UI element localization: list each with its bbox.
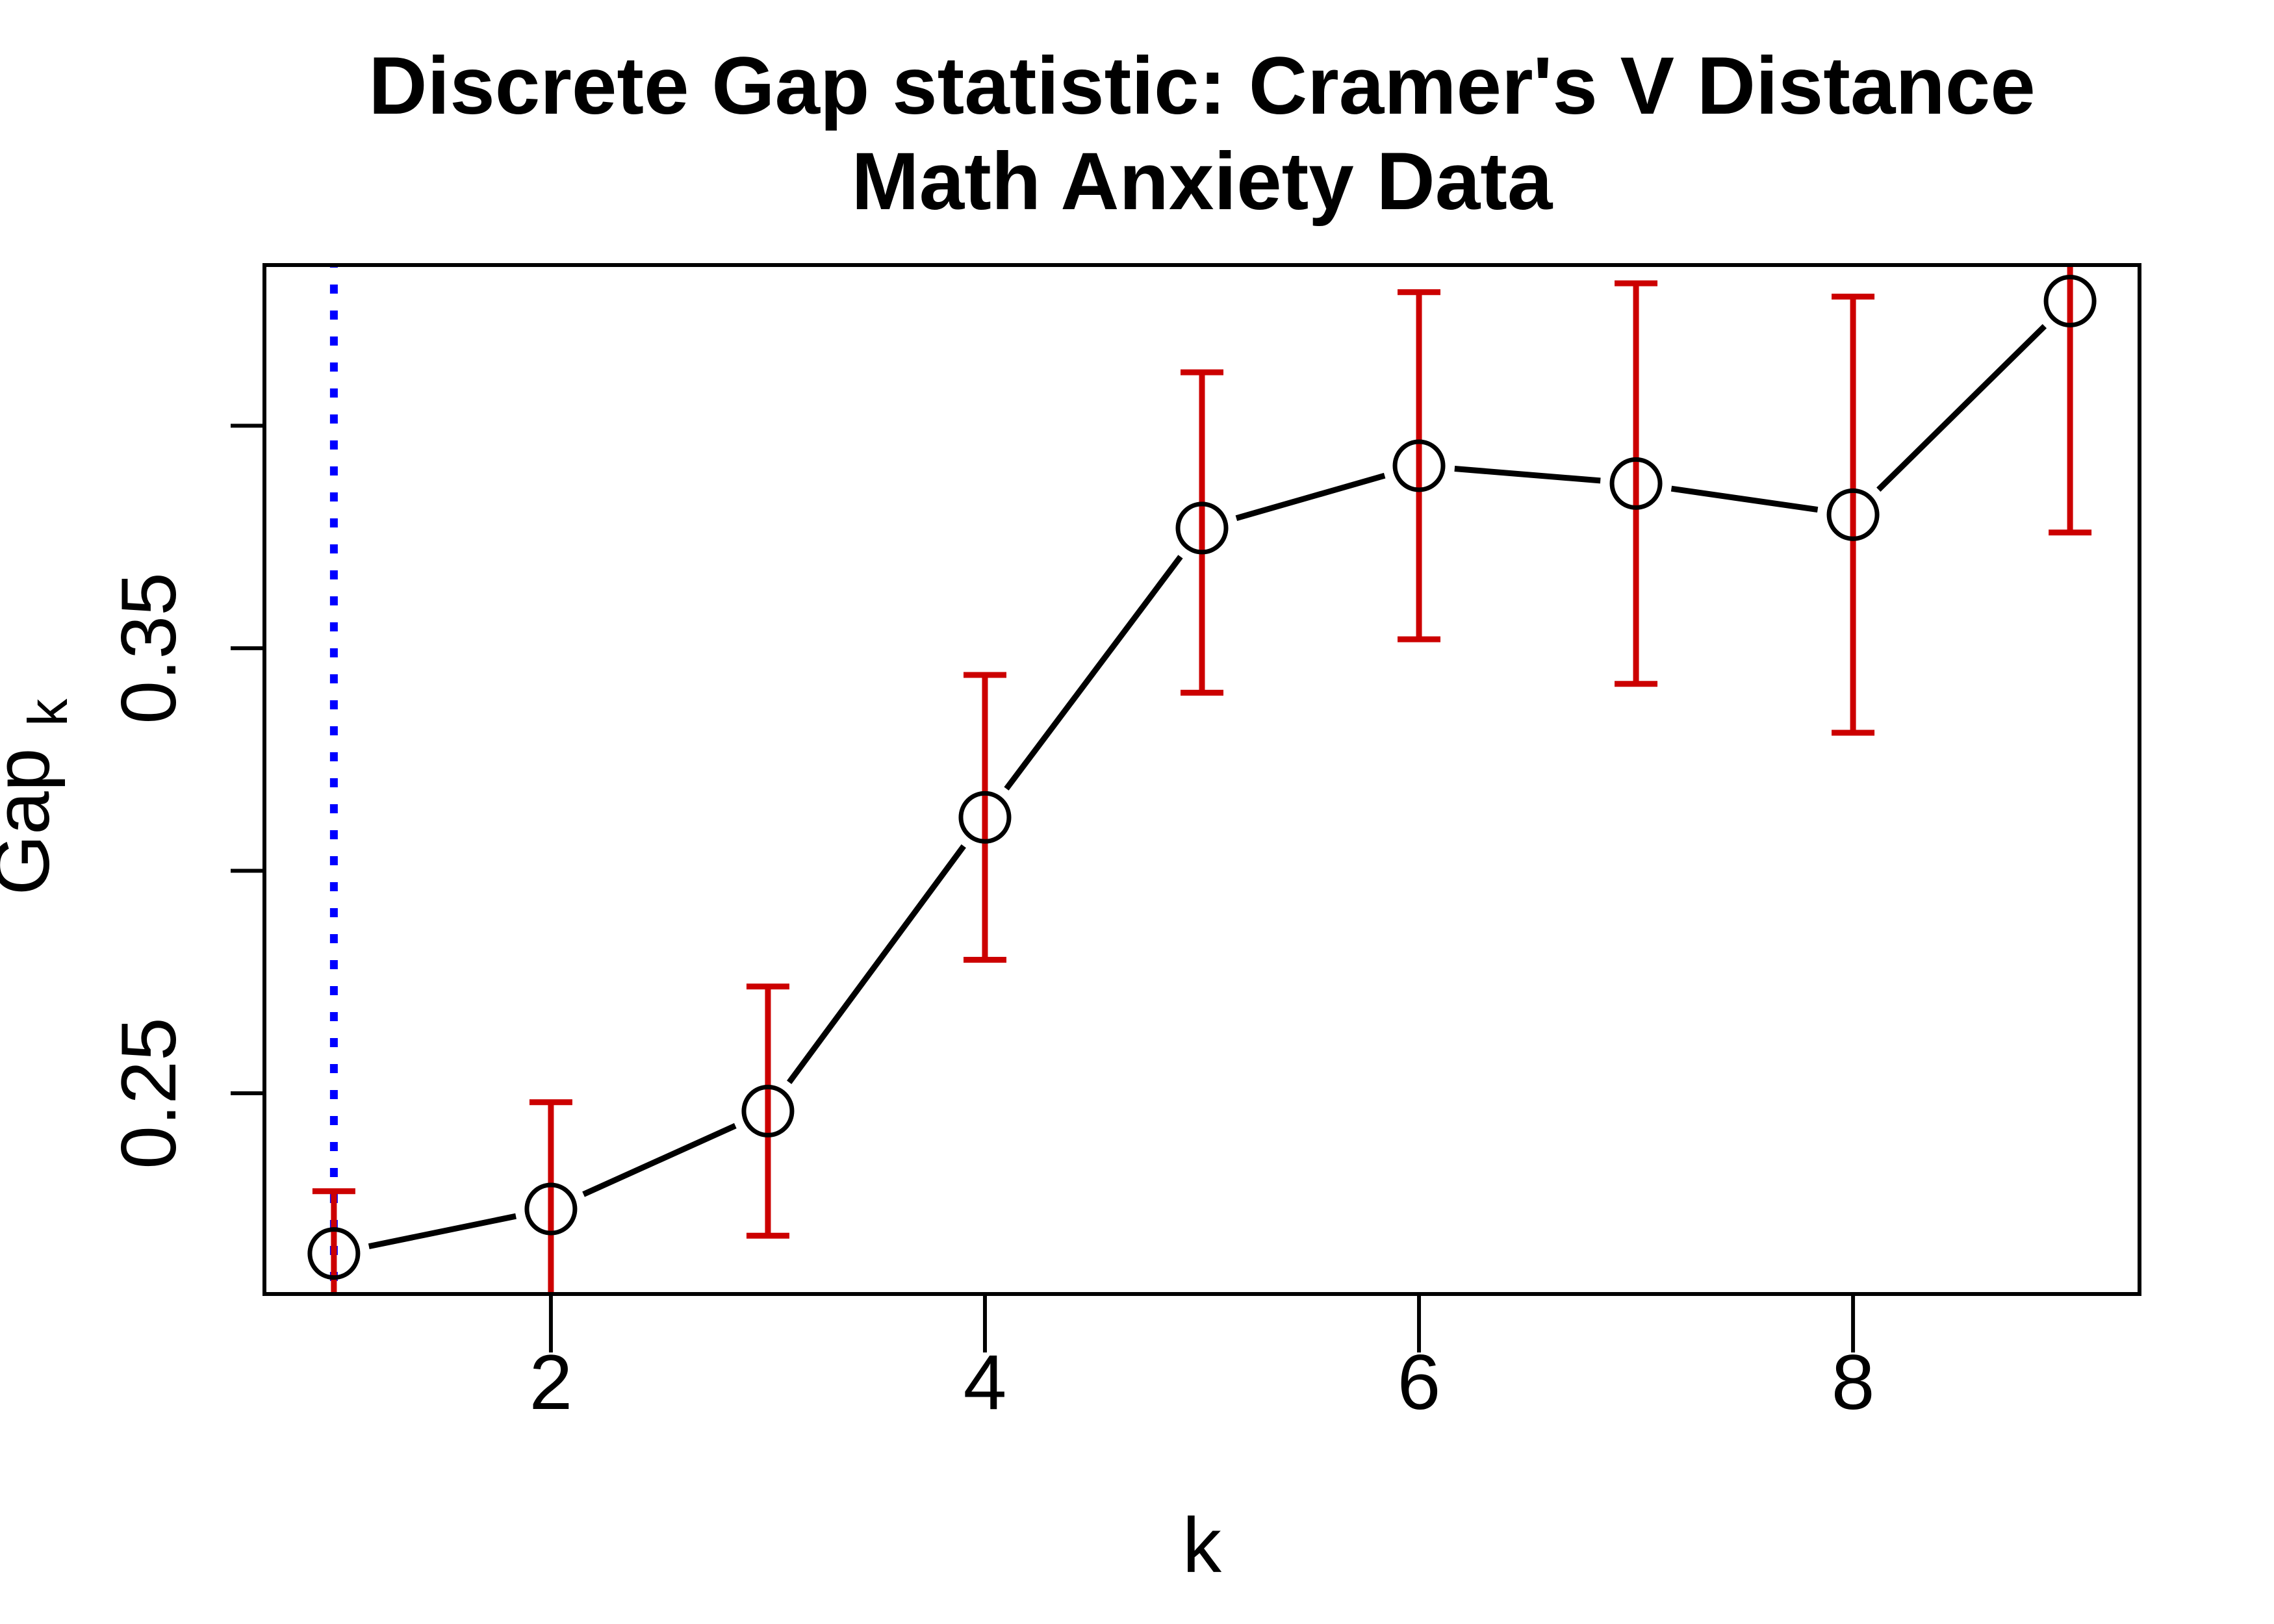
series-segment [1670,485,1819,513]
data-point-k6 [1392,439,1446,492]
data-point-k9 [2043,274,2097,327]
data-point-k1 [307,1227,361,1280]
data-point-k8 [1826,488,1880,541]
error-bars-layer [312,265,2092,1294]
data-point-k3 [741,1084,795,1137]
x-tick-label: 8 [1832,1339,1875,1426]
series-segment [368,1213,517,1250]
series-segment [1235,472,1386,522]
data-point-k4 [958,791,1012,844]
data-point-k5 [1175,501,1229,555]
y-axis-title-main: Gap [0,748,66,896]
plot-box [262,263,2141,1296]
y-tick-label: 0.35 [105,572,192,724]
x-tick-label: 4 [964,1339,1007,1426]
series-segment [1876,324,2047,492]
series-segment [787,844,966,1084]
data-point-k7 [1609,457,1663,510]
y-axis-title: Gap k [0,698,79,895]
chart-subtitle: Math Anxiety Data [852,136,1553,227]
series-segment [1454,466,1601,484]
x-tick-label: 2 [530,1339,573,1426]
axes-layer: 2 4 6 8 0.25 0.35 [105,263,2141,1426]
series-segment [1004,555,1183,791]
series-layer [307,274,2097,1280]
x-axis-title: k [1182,1502,1222,1589]
data-point-k2 [524,1182,578,1236]
x-tick-label: 6 [1398,1339,1441,1426]
y-tick-label: 0.25 [105,1017,192,1169]
series-segment [582,1123,737,1197]
chart-title: Discrete Gap statistic: Cramer's V Dista… [368,41,2036,131]
y-axis-title-subscript: k [18,698,79,726]
